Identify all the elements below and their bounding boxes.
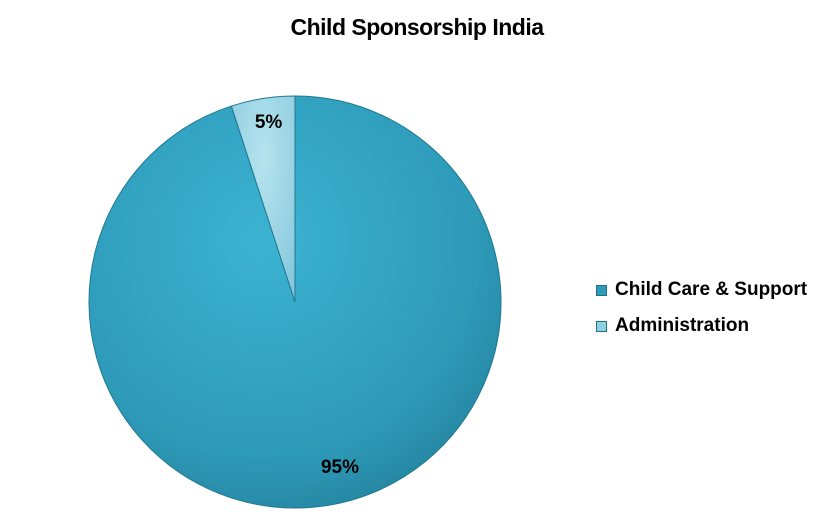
slice-label-child-care: 95% (321, 457, 359, 478)
legend-item-child-care: Child Care & Support (596, 272, 807, 308)
chart-title: Child Sponsorship India (290, 14, 545, 40)
legend-swatch-child-care (596, 284, 607, 296)
legend-label-child-care: Child Care & Support (615, 279, 808, 300)
legend-item-administration: Administration (596, 308, 807, 344)
slice-label-administration: 5% (255, 112, 283, 133)
legend-label-administration: Administration (615, 315, 750, 336)
legend-swatch-administration (596, 320, 607, 332)
legend: Child Care & Support Administration (596, 272, 807, 344)
slice-administration (230, 95, 296, 303)
